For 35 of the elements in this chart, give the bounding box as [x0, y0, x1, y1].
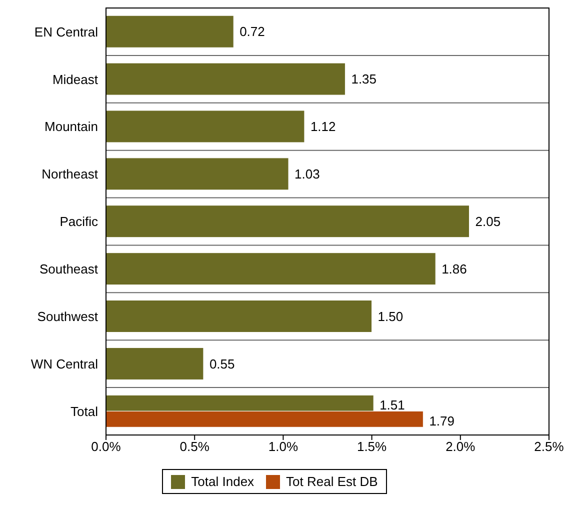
y-tick-label: Southeast — [39, 262, 98, 277]
data-label: 2.05 — [475, 214, 501, 229]
y-tick-label: EN Central — [34, 24, 98, 40]
y-tick-label: Southwest — [37, 309, 98, 324]
data-label: 1.50 — [378, 308, 404, 324]
x-tick-label: 0.0% — [91, 439, 122, 454]
data-label: 1.35 — [351, 72, 377, 87]
bar — [106, 300, 372, 333]
x-tick-label: 1.5% — [356, 439, 388, 454]
bar — [106, 110, 305, 143]
bar — [106, 205, 470, 238]
data-label: 1.51 — [380, 398, 405, 413]
bar — [106, 158, 289, 190]
y-tick-label: Total — [70, 404, 98, 419]
data-label: 1.86 — [442, 261, 467, 276]
legend-label: Tot Real Est DB — [285, 474, 378, 489]
y-tick-label: Northeast — [42, 166, 98, 182]
y-tick-label: Mountain — [44, 119, 98, 134]
data-label: 1.79 — [429, 414, 454, 429]
y-tick-label: Pacific — [60, 214, 98, 230]
x-tick-label: 0.5% — [180, 439, 210, 454]
y-tick-label: WN Central — [30, 356, 98, 372]
data-label: 1.12 — [310, 119, 336, 134]
x-tick-label: 1.0% — [268, 439, 298, 454]
data-label: 0.72 — [240, 24, 265, 40]
bar — [106, 15, 234, 48]
data-label: 1.03 — [294, 166, 320, 182]
x-tick-label: 2.5% — [534, 439, 564, 454]
bar — [106, 252, 436, 286]
bar — [106, 62, 346, 96]
y-tick-label: Mideast — [52, 72, 98, 87]
x-tick-label: 2.0% — [446, 439, 476, 454]
bar — [106, 347, 204, 380]
legend-label: Total Index — [190, 474, 254, 489]
data-label: 0.55 — [209, 356, 235, 372]
